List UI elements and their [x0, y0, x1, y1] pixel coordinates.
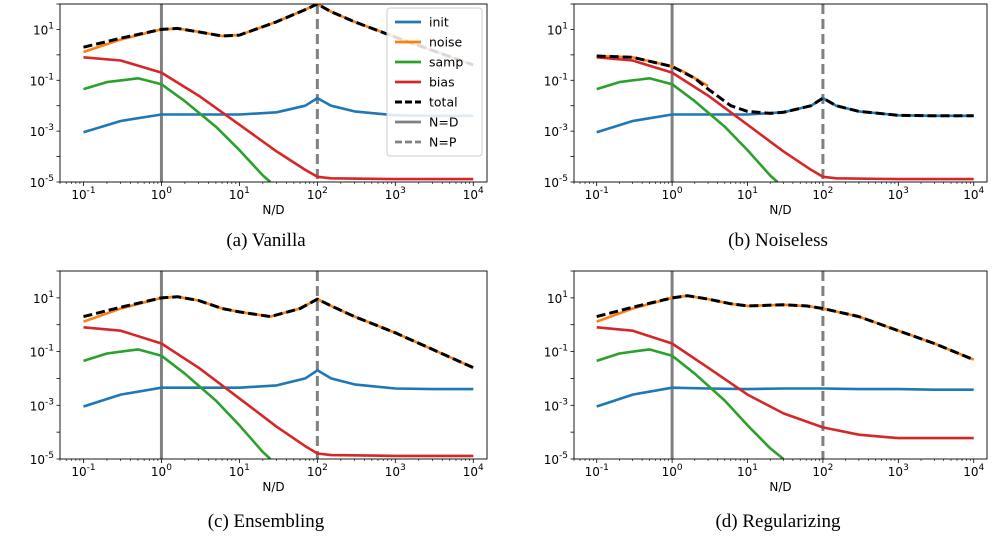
y-tick-label: 10-5: [544, 174, 568, 190]
series-line-total: [83, 4, 474, 67]
x-tick-label: 102: [812, 186, 833, 202]
series-line-samp: [83, 77, 272, 182]
series-group: [596, 54, 974, 182]
x-tick-label: 103: [888, 463, 909, 479]
series-line-samp: [83, 348, 272, 459]
x-axis-label: N/D: [769, 480, 791, 494]
panel-vanilla: 10-1 100 101 102 103 104 101 10-1 10-3 10-5 N/D (a)…: [30, 3, 488, 251]
legend-label: bias: [429, 75, 455, 90]
x-axis-label: N/D: [262, 480, 284, 494]
panel-noiseless: 10-1 100 101 102 103 104 101 10-1 10-3 10-5 N/D (b)…: [544, 3, 988, 251]
x-axis-ticks: 10-1 100 101 102 103 104: [573, 182, 984, 202]
y-axis-ticks: 101 10-1 10-3 10-5: [30, 3, 60, 190]
x-axis-ticks: 10-1 100 101 102 103 104: [573, 459, 984, 479]
series-line-samp: [596, 348, 785, 459]
series-line-samp: [596, 77, 779, 182]
panel-regularizing: 10-1 100 101 102 103 104 101 10-1 10-3 10-5 N/D (d)…: [544, 270, 988, 532]
series-line-init: [83, 368, 474, 408]
x-tick-label: 100: [662, 186, 683, 202]
y-tick-label: 10-3: [30, 397, 54, 413]
legend-label: N=P: [429, 135, 457, 150]
x-tick-label: 100: [151, 186, 172, 202]
x-axis-ticks: 10-1 100 101 102 103 104: [59, 182, 484, 202]
series-line-bias: [596, 326, 974, 440]
x-tick-label: 101: [737, 463, 758, 479]
y-tick-label: 10-3: [30, 123, 54, 139]
series-line-bias: [83, 56, 474, 181]
x-axis-ticks: 10-1 100 101 102 103 104: [59, 459, 484, 479]
legend-label: total: [429, 95, 458, 110]
x-tick-label: 102: [307, 463, 328, 479]
y-tick-label: 101: [33, 21, 54, 37]
legend: init noise samp bias total N=D N=P: [386, 7, 483, 157]
panel-caption: (a) Vanilla: [226, 230, 306, 251]
x-tick-label: 104: [963, 186, 984, 202]
series-group: [83, 4, 474, 182]
x-tick-label: 101: [229, 463, 250, 479]
y-tick-label: 101: [33, 290, 54, 306]
x-tick-label: 100: [662, 463, 683, 479]
series-line-bias: [83, 326, 474, 458]
y-tick-label: 10-1: [544, 72, 568, 88]
x-tick-label: 10-1: [585, 186, 609, 202]
x-tick-label: 101: [737, 186, 758, 202]
legend-label: samp: [429, 55, 463, 70]
series-line-total: [596, 54, 974, 118]
legend-label: N=D: [429, 115, 458, 130]
series-group: [596, 294, 975, 459]
x-tick-label: 104: [463, 186, 484, 202]
legend-label: noise: [429, 35, 463, 50]
legend-label: init: [429, 15, 449, 30]
series-line-total: [596, 294, 975, 362]
x-tick-label: 104: [463, 463, 484, 479]
y-tick-label: 101: [547, 290, 568, 306]
x-tick-label: 100: [151, 463, 172, 479]
x-tick-label: 103: [888, 186, 909, 202]
plot-frame: [59, 270, 488, 460]
y-tick-label: 10-5: [30, 451, 54, 467]
x-axis-label: N/D: [262, 203, 284, 217]
x-tick-label: 102: [812, 463, 833, 479]
plot-frame: [59, 3, 488, 183]
y-tick-label: 101: [547, 21, 568, 37]
y-tick-label: 10-5: [544, 451, 568, 467]
x-tick-label: 10-1: [585, 463, 609, 479]
x-tick-label: 102: [307, 186, 328, 202]
plot-frame: [573, 270, 988, 460]
x-tick-label: 103: [385, 186, 406, 202]
series-line-bias: [596, 56, 974, 181]
plot-frame: [573, 3, 988, 183]
y-axis-ticks: 101 10-1 10-3 10-5: [30, 270, 60, 467]
panel-caption: (c) Ensembling: [208, 511, 325, 532]
x-tick-label: 104: [963, 463, 984, 479]
panel-caption: (b) Noiseless: [728, 230, 828, 251]
series-line-noise: [83, 295, 474, 369]
y-axis-ticks: 101 10-1 10-3 10-5: [544, 270, 574, 467]
x-tick-label: 10-1: [71, 186, 95, 202]
y-tick-label: 10-3: [544, 397, 568, 413]
panel-caption: (d) Regularizing: [715, 511, 841, 532]
y-tick-label: 10-5: [30, 174, 54, 190]
x-axis-label: N/D: [769, 203, 791, 217]
y-tick-label: 10-1: [30, 344, 54, 360]
legend-box: [386, 7, 483, 157]
x-tick-label: 10-1: [71, 463, 95, 479]
series-line-init: [596, 386, 974, 408]
y-tick-label: 10-1: [30, 72, 54, 88]
series-group: [83, 295, 474, 459]
x-tick-label: 103: [385, 463, 406, 479]
y-axis-ticks: 101 10-1 10-3 10-5: [544, 3, 574, 190]
x-tick-label: 101: [229, 186, 250, 202]
y-tick-label: 10-1: [544, 344, 568, 360]
series-line-total: [83, 295, 474, 370]
y-tick-label: 10-3: [544, 123, 568, 139]
panel-ensembling: 10-1 100 101 102 103 104 101 10-1 10-3 10-5 N/D (c)…: [30, 270, 488, 532]
